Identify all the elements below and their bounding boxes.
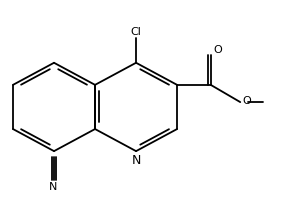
Text: O: O — [213, 44, 222, 54]
Text: N: N — [131, 154, 141, 167]
Text: Cl: Cl — [131, 27, 141, 37]
Text: N: N — [49, 182, 57, 192]
Text: O: O — [242, 96, 250, 106]
